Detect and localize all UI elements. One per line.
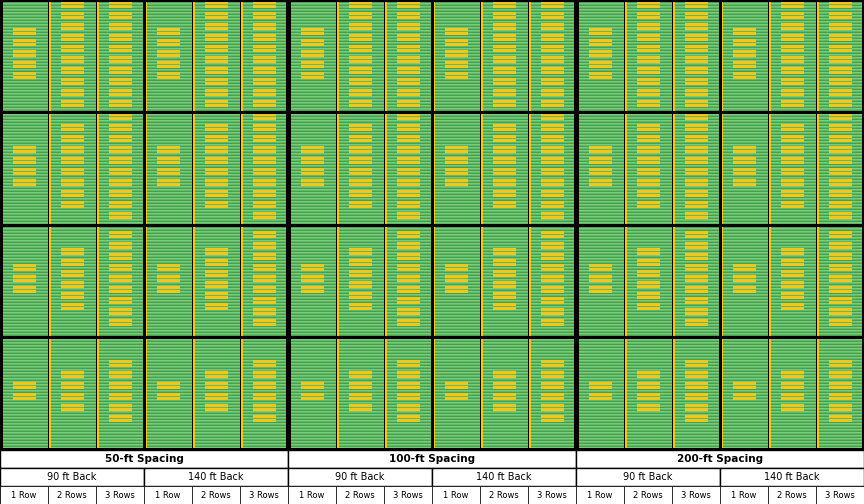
Bar (768, 486, 816, 504)
Text: 50-ft Spacing: 50-ft Spacing (105, 454, 183, 464)
Text: 2 Rows: 2 Rows (777, 490, 807, 499)
Text: 2 Rows: 2 Rows (57, 490, 87, 499)
Bar (576, 486, 624, 504)
Text: 140 ft Back: 140 ft Back (765, 472, 820, 482)
Bar (576, 468, 720, 486)
Bar (528, 486, 576, 504)
Text: 3 Rows: 3 Rows (105, 490, 135, 499)
Text: 3 Rows: 3 Rows (825, 490, 855, 499)
Text: 2 Rows: 2 Rows (489, 490, 519, 499)
Text: 1 Row: 1 Row (11, 490, 36, 499)
Text: 3 Rows: 3 Rows (681, 490, 711, 499)
Bar (288, 486, 336, 504)
Text: 100-ft Spacing: 100-ft Spacing (389, 454, 475, 464)
Text: 1 Row: 1 Row (156, 490, 181, 499)
Text: 200-ft Spacing: 200-ft Spacing (677, 454, 763, 464)
Text: 3 Rows: 3 Rows (249, 490, 279, 499)
Bar (624, 486, 672, 504)
Text: 2 Rows: 2 Rows (201, 490, 231, 499)
Bar (432, 486, 480, 504)
Text: 1 Row: 1 Row (588, 490, 613, 499)
Bar (144, 486, 192, 504)
Bar (672, 486, 720, 504)
Text: 2 Rows: 2 Rows (345, 490, 375, 499)
Bar (0, 486, 48, 504)
Bar (240, 486, 288, 504)
Text: 1 Row: 1 Row (731, 490, 757, 499)
Bar (192, 486, 240, 504)
Bar (0, 450, 288, 468)
Bar (96, 486, 144, 504)
Text: 1 Row: 1 Row (443, 490, 468, 499)
Text: 140 ft Back: 140 ft Back (476, 472, 531, 482)
Bar (288, 450, 576, 468)
Bar (432, 468, 576, 486)
Bar (288, 468, 432, 486)
Bar (384, 486, 432, 504)
Text: 3 Rows: 3 Rows (537, 490, 567, 499)
Bar (816, 486, 864, 504)
Bar (144, 468, 288, 486)
Bar (720, 468, 864, 486)
Bar (720, 486, 768, 504)
Text: 2 Rows: 2 Rows (633, 490, 663, 499)
Bar (576, 450, 864, 468)
Bar (336, 486, 384, 504)
Text: 1 Row: 1 Row (299, 490, 325, 499)
Text: 3 Rows: 3 Rows (393, 490, 423, 499)
Text: 140 ft Back: 140 ft Back (188, 472, 244, 482)
Bar (480, 486, 528, 504)
Text: 90 ft Back: 90 ft Back (48, 472, 97, 482)
Bar (0, 468, 144, 486)
Text: 90 ft Back: 90 ft Back (623, 472, 673, 482)
Text: 90 ft Back: 90 ft Back (335, 472, 384, 482)
Bar (48, 486, 96, 504)
